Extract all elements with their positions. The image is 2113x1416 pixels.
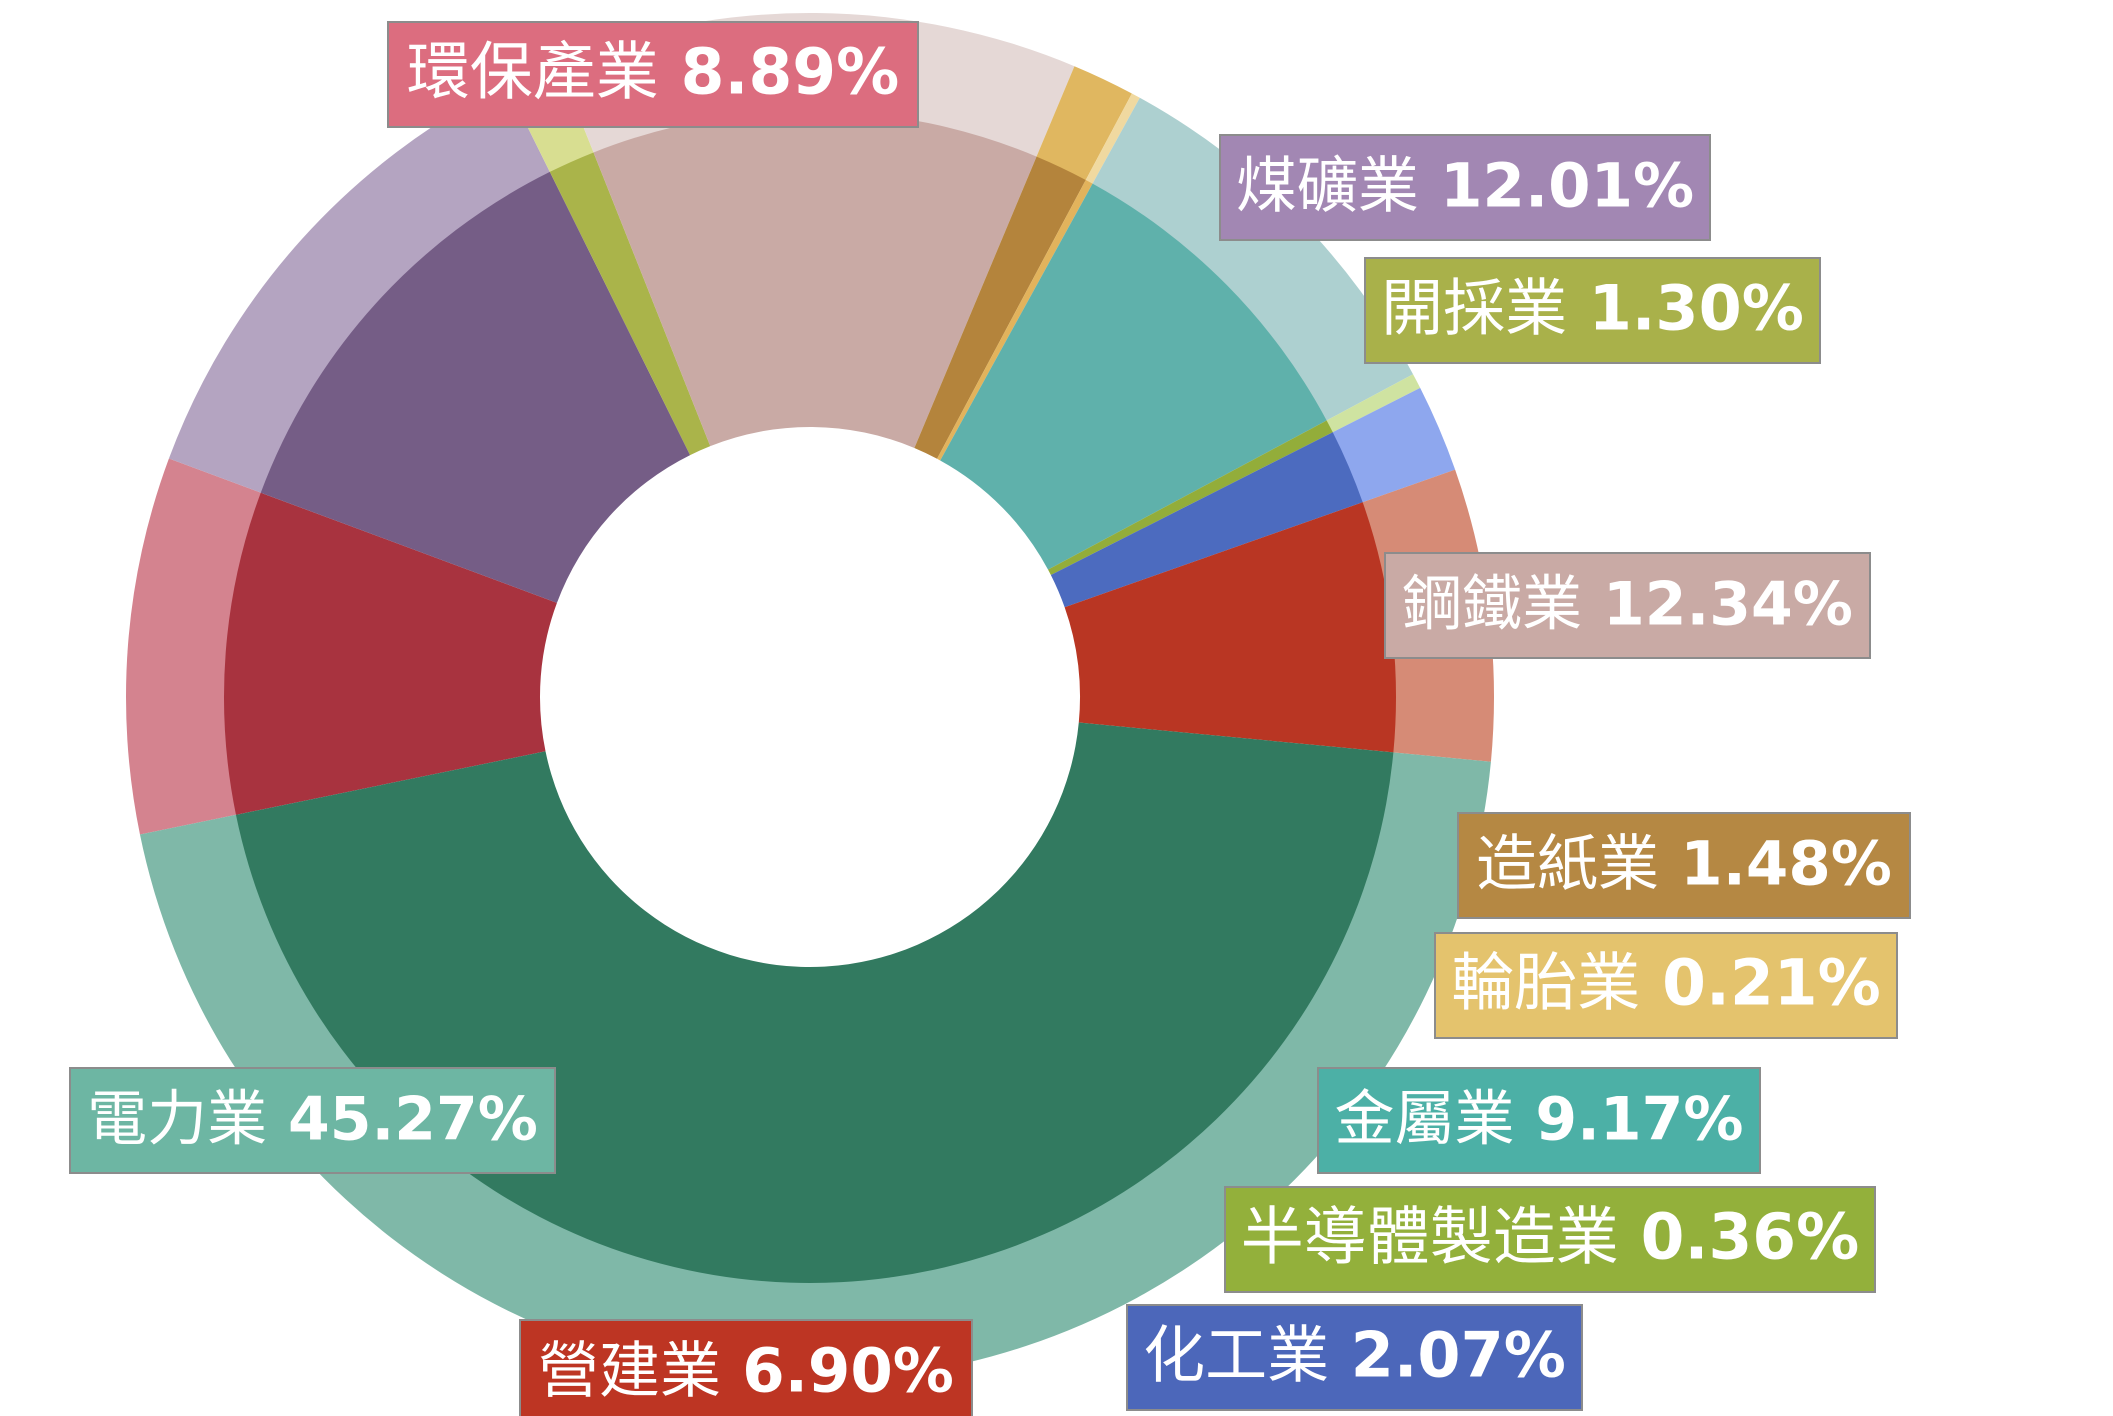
category-label: 營建業 — [538, 1335, 721, 1406]
outer-slice-9 — [1330, 387, 1456, 503]
value-label: 1.30% — [1567, 272, 1804, 345]
callout-label: 營建業 6.90% — [538, 1335, 954, 1406]
value-label: 9.17% — [1514, 1084, 1743, 1154]
category-label: 煤礦業 — [1236, 150, 1419, 221]
callout-label: 金屬業 9.17% — [1334, 1084, 1743, 1154]
pie-slice-9 — [1050, 432, 1363, 608]
outer-slice-6 — [1084, 93, 1140, 186]
pie-slice-2 — [260, 171, 691, 603]
callout-box — [519, 1319, 973, 1416]
callout-box — [1364, 257, 1821, 364]
pie-slice-6 — [937, 179, 1093, 461]
callout-label: 煤礦業 12.01% — [1236, 150, 1694, 221]
pie-slice-4 — [593, 110, 1037, 448]
callout-3: 開採業 1.30% — [1364, 257, 1821, 364]
callout-2: 煤礦業 12.01% — [1219, 134, 1711, 241]
callout-box — [1434, 932, 1898, 1039]
pie-slice-3 — [549, 152, 711, 456]
outer-slice-8 — [1324, 374, 1421, 434]
callout-5: 造紙業 1.48% — [1457, 812, 1911, 919]
pie-slice-7 — [940, 183, 1327, 570]
callout-7: 金屬業 9.17% — [1317, 1067, 1761, 1174]
callout-label: 輪胎業 0.21% — [1451, 947, 1881, 1020]
category-label: 半導體製造業 — [1241, 1201, 1619, 1274]
callout-11: 電力業 45.27% — [69, 1067, 556, 1174]
outer-slice-7 — [1091, 97, 1414, 422]
category-label: 金屬業 — [1334, 1084, 1514, 1154]
value-label: 6.90% — [721, 1335, 954, 1406]
pie-slice-10 — [1064, 502, 1396, 753]
callout-4: 鋼鐵業 12.34% — [1384, 552, 1871, 659]
callouts: 環保產業 8.89% 煤礦業 12.01% 開採業 1.30% 鋼鐵業 12.34% 造… — [69, 21, 1911, 1416]
callout-label: 造紙業 1.48% — [1476, 828, 1892, 899]
value-label: 12.01% — [1419, 150, 1694, 221]
value-label: 0.21% — [1640, 947, 1881, 1020]
pie-slice-5 — [914, 156, 1086, 459]
pie-slice-8 — [1048, 420, 1333, 575]
callout-8: 半導體製造業 0.36% — [1224, 1186, 1876, 1293]
callout-6: 輪胎業 0.21% — [1434, 932, 1898, 1039]
callout-label: 鋼鐵業 12.34% — [1402, 569, 1853, 639]
value-label: 8.89% — [659, 36, 900, 109]
outer-slice-11 — [139, 752, 1491, 1381]
callout-label: 環保產業 8.89% — [407, 36, 900, 109]
callout-box — [69, 1067, 556, 1174]
value-label: 1.48% — [1659, 828, 1892, 899]
category-label: 化工業 — [1143, 1319, 1329, 1392]
category-label: 開採業 — [1381, 272, 1567, 345]
outer-slice-5 — [1035, 66, 1132, 182]
callout-box — [1224, 1186, 1876, 1293]
value-label: 12.34% — [1582, 569, 1853, 639]
pie-slice-1 — [224, 492, 557, 815]
callout-box — [1126, 1304, 1583, 1411]
outer-slice-1 — [126, 458, 263, 835]
inner-ring — [224, 110, 1396, 1283]
category-label: 電力業 — [87, 1084, 267, 1154]
callout-label: 化工業 2.07% — [1143, 1319, 1566, 1392]
value-label: 45.27% — [267, 1084, 538, 1154]
category-label: 環保產業 — [407, 36, 659, 109]
callout-label: 開採業 1.30% — [1381, 272, 1804, 345]
callout-label: 半導體製造業 0.36% — [1241, 1201, 1860, 1274]
category-label: 造紙業 — [1476, 828, 1659, 899]
outer-slice-2 — [168, 84, 551, 494]
callout-box — [1219, 134, 1711, 241]
value-label: 0.36% — [1619, 1201, 1860, 1274]
category-label: 鋼鐵業 — [1402, 569, 1582, 639]
callout-10: 營建業 6.90% — [519, 1319, 973, 1416]
callout-box — [1384, 552, 1871, 659]
callout-9: 化工業 2.07% — [1126, 1304, 1583, 1411]
value-label: 2.07% — [1329, 1319, 1566, 1392]
callout-box — [1457, 812, 1911, 919]
callout-label: 電力業 45.27% — [87, 1084, 538, 1154]
callout-1: 環保產業 8.89% — [387, 21, 919, 128]
category-label: 輪胎業 — [1451, 947, 1640, 1020]
callout-box — [1317, 1067, 1761, 1174]
callout-box — [387, 21, 919, 128]
